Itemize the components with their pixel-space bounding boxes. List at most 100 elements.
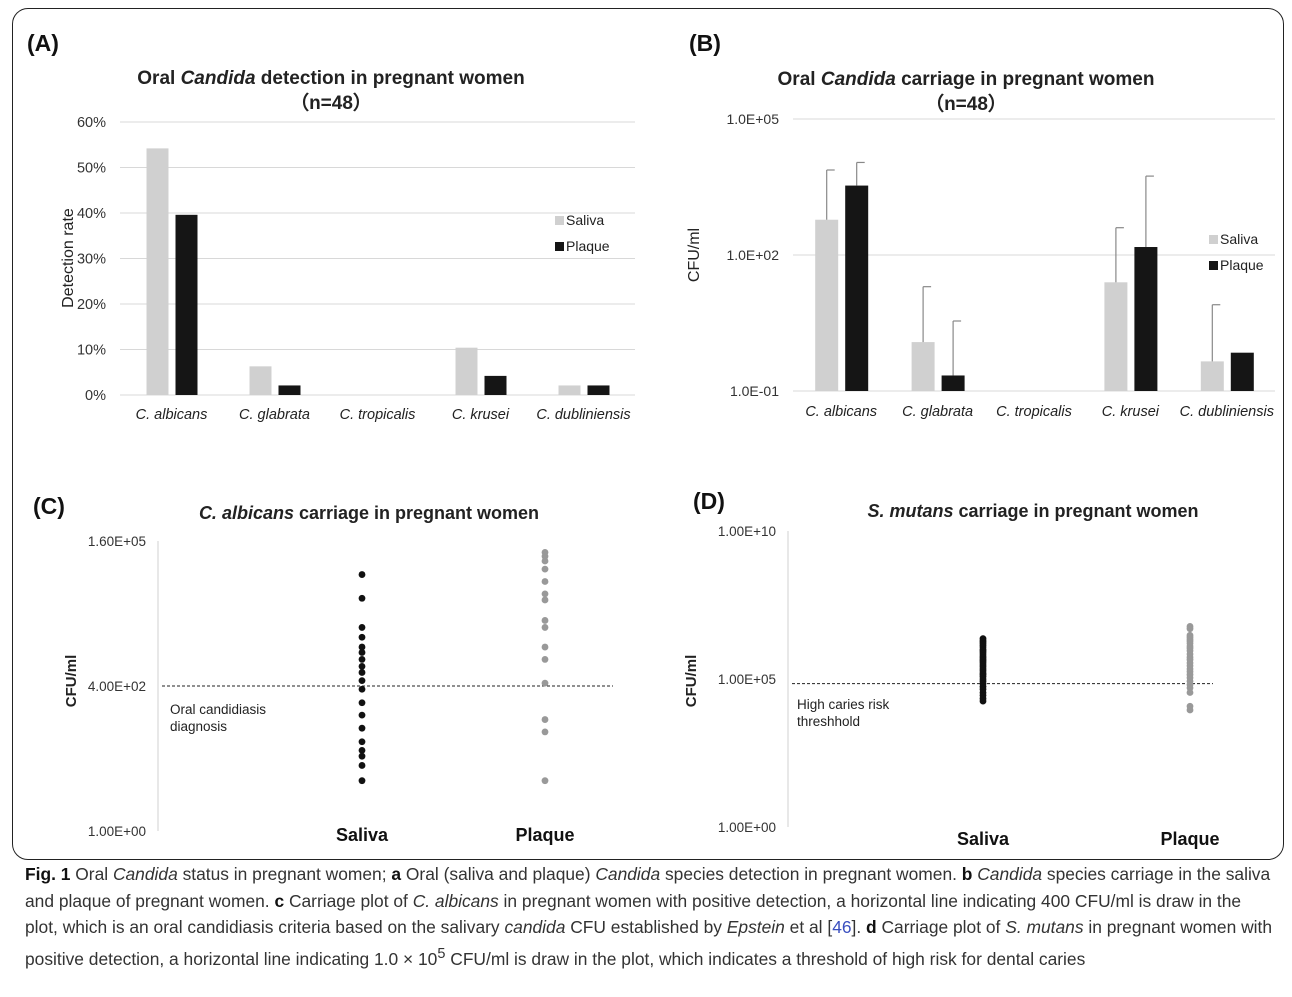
caption-fig-label: Fig. 1 <box>25 864 71 884</box>
data-point-plaque <box>1186 625 1194 633</box>
data-point-plaque <box>541 679 549 687</box>
caption-italic: Candida <box>112 864 178 884</box>
legend-swatch <box>555 216 564 225</box>
chart-title: S. mutans carriage in pregnant women <box>867 501 1198 521</box>
bar-saliva <box>146 148 169 395</box>
x-tick-label: C. dubliniensis <box>1180 404 1274 420</box>
y-axis-label: Detection rate <box>60 208 77 308</box>
x-tick-label: C. glabrata <box>902 404 973 420</box>
data-point-saliva <box>358 656 366 663</box>
data-point-saliva <box>358 669 366 676</box>
data-point-saliva <box>358 662 366 670</box>
title-italic: Candida <box>181 68 256 89</box>
title-part: carriage in pregnant women <box>896 69 1155 90</box>
caption-text: in pregnant women with positive detectio… <box>25 890 1242 938</box>
legend-label: Plaque <box>1220 257 1264 273</box>
legend-label: Saliva <box>566 212 604 228</box>
caption-italic: candida <box>504 917 566 937</box>
y-tick-label: 0% <box>85 388 106 404</box>
data-point-saliva <box>358 624 366 631</box>
x-tick-label: Saliva <box>957 829 1010 849</box>
data-point-saliva <box>358 762 366 769</box>
data-point-plaque <box>541 643 549 651</box>
x-tick-label: C. dubliniensis <box>536 407 630 423</box>
x-tick-label: C. krusei <box>1102 404 1160 420</box>
caption-text: Carriage plot of <box>284 890 413 911</box>
title-part: carriage in pregnant women <box>953 501 1198 521</box>
bar-saliva <box>558 385 581 395</box>
bar-plaque <box>484 375 507 395</box>
panel-label: (D) <box>693 488 725 514</box>
figure-svg: (A) Oral Candida detection in pregnant wo… <box>27 30 1275 849</box>
x-tick-label: Saliva <box>336 825 389 845</box>
caption-text: species detection in pregnant women. <box>660 864 962 884</box>
y-tick-label: 30% <box>77 252 106 268</box>
bar-plaque <box>175 214 198 395</box>
caption-text: species carriage in the saliva and plaqu… <box>25 864 1271 911</box>
panel-label: (C) <box>33 493 65 519</box>
chart-subtitle: （n=48） <box>290 91 372 114</box>
legend-swatch <box>555 242 564 251</box>
data-point-saliva <box>979 697 987 705</box>
caption-text: Oral (saliva and plaque) <box>401 864 596 884</box>
caption-text: et al [ <box>784 917 833 937</box>
x-tick-label: Plaque <box>515 825 574 845</box>
legend-label: Plaque <box>566 238 610 254</box>
caption-text: CFU/ml is draw in the plot, which indica… <box>445 948 1086 969</box>
caption-italic: Candida <box>595 864 661 884</box>
data-point-plaque <box>541 777 549 785</box>
caption-superscript: 5 <box>437 945 446 962</box>
y-tick-label: 1.0E+02 <box>726 247 779 263</box>
bar-plaque <box>845 185 869 391</box>
data-point-plaque <box>541 590 549 598</box>
panel-label: (B) <box>689 30 721 56</box>
data-point-plaque <box>541 624 549 631</box>
data-point-plaque <box>541 656 549 663</box>
data-point-saliva <box>358 777 366 785</box>
data-point-saliva <box>358 677 366 684</box>
data-point-plaque <box>541 716 549 723</box>
bar-saliva <box>249 366 272 395</box>
data-point-saliva <box>358 649 366 656</box>
citation-link[interactable]: 46 <box>832 917 852 937</box>
threshold-label: Oral candidiasis <box>170 702 266 717</box>
y-tick-label: 1.00E+00 <box>88 824 146 839</box>
caption-text: Oral <box>70 864 113 884</box>
data-point-saliva <box>358 699 366 707</box>
caption-panel-a: a <box>391 864 402 884</box>
x-tick-label: C. glabrata <box>239 407 310 423</box>
caption-italic: S. mutans <box>1005 917 1084 937</box>
x-tick-label: C. krusei <box>452 407 510 423</box>
y-tick-label: 1.00E+00 <box>718 820 776 835</box>
title-italic: Candida <box>821 69 896 90</box>
legend-swatch <box>1209 235 1218 244</box>
caption-italic: Candida <box>977 864 1043 884</box>
chart-title: Oral Candida carriage in pregnant women <box>778 69 1155 90</box>
data-point-plaque <box>541 578 549 585</box>
caption-italic: C. albicans <box>412 890 499 911</box>
data-point-saliva <box>358 738 366 746</box>
title-part: Oral <box>778 69 821 90</box>
y-tick-label: 1.60E+05 <box>88 534 146 549</box>
data-point-plaque <box>541 557 549 565</box>
x-tick-label: C. albicans <box>805 404 877 420</box>
bar-plaque <box>1230 352 1254 391</box>
data-point-plaque <box>541 552 549 560</box>
data-point-saliva <box>358 746 366 754</box>
title-italic: S. mutans <box>867 501 953 521</box>
y-tick-label: 1.0E-01 <box>730 383 779 399</box>
y-tick-label: 50% <box>77 161 106 177</box>
legend-label: Saliva <box>1220 231 1258 247</box>
caption-text: ]. <box>851 917 867 937</box>
title-italic: C. albicans <box>199 503 294 523</box>
data-point-plaque <box>541 728 549 736</box>
x-tick-label: Plaque <box>1160 829 1219 849</box>
chart-subtitle: （n=48） <box>925 92 1007 115</box>
title-part: detection in pregnant women <box>256 68 525 89</box>
title-part: Oral <box>137 68 180 89</box>
y-tick-label: 1.00E+10 <box>718 524 776 539</box>
bar-plaque <box>1134 247 1158 391</box>
title-part: carriage in pregnant women <box>294 503 539 523</box>
caption-italic: Epstein <box>726 917 785 937</box>
caption-panel-d: d <box>866 917 877 937</box>
